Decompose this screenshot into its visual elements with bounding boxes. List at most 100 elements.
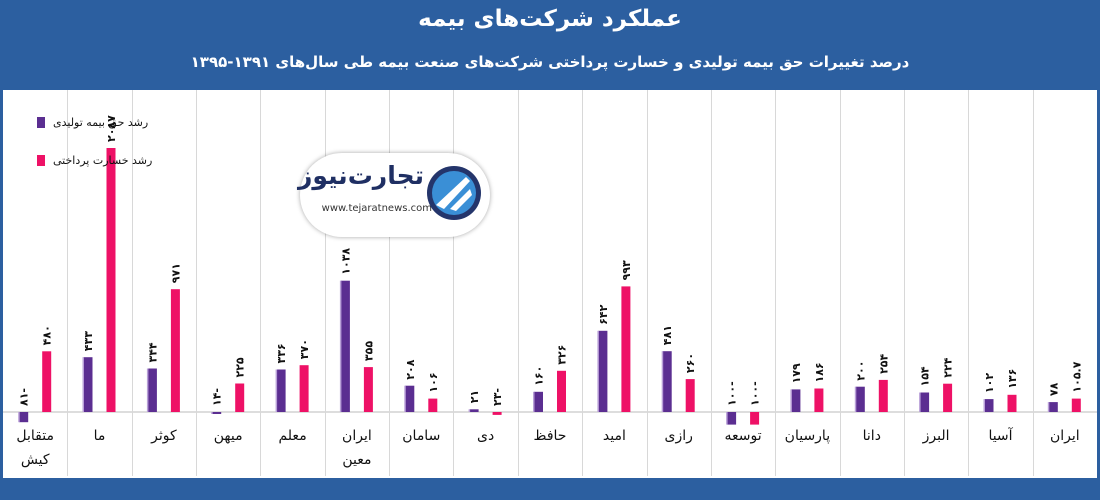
- chart-subtitle: درصد تغییرات حق بیمه تولیدی و خسارت پردا…: [190, 53, 910, 71]
- data-label: ۱۰۵.۷: [1070, 361, 1083, 392]
- data-label: ۶۴۲: [597, 304, 610, 324]
- claims-growth-bar: [42, 351, 52, 412]
- claims-growth-bar: [106, 148, 116, 412]
- category-label: امید: [603, 428, 626, 444]
- claims-growth-bar: [363, 367, 373, 412]
- category-label: البرز: [922, 428, 950, 444]
- data-label: ۱۳۶: [1006, 369, 1019, 389]
- data-label: ۳۷۰: [298, 339, 311, 359]
- premium-growth-bar: [340, 280, 350, 412]
- bar-highlight: [404, 385, 406, 412]
- bar-highlight: [790, 389, 792, 412]
- data-label: ۱۴-: [211, 388, 224, 406]
- claims-growth-bar: [235, 383, 245, 412]
- premium-growth-bar: [212, 412, 222, 414]
- data-label: ۱۰۳۸: [339, 248, 352, 275]
- claims-growth-bar: [1007, 394, 1017, 412]
- bar-highlight: [726, 412, 728, 425]
- data-label: ۳۲۶: [556, 345, 569, 365]
- category-label: کیش: [21, 452, 50, 468]
- data-label: ۴۸۰: [41, 325, 54, 345]
- category-label: معلم: [278, 428, 306, 444]
- bar-highlight: [1047, 402, 1050, 412]
- claims-growth-bar: [750, 412, 760, 425]
- category-label: دی: [477, 428, 494, 444]
- premium-growth-bar: [598, 330, 608, 412]
- data-label: ۱۸۶: [813, 362, 826, 382]
- category-label: حافظ: [534, 428, 567, 444]
- bar-highlight: [597, 330, 599, 412]
- claims-growth-bar: [621, 286, 631, 412]
- claims-growth-bar: [878, 379, 888, 412]
- premium-growth-bar: [984, 399, 994, 412]
- premium-growth-bar: [1048, 402, 1058, 412]
- premium-growth-bar: [727, 412, 737, 425]
- bar-highlight: [468, 409, 471, 412]
- data-label: ۹۹۳: [620, 260, 633, 280]
- data-label: ۳۵۵: [362, 341, 375, 361]
- data-label: ۲۲۵: [234, 357, 247, 377]
- premium-growth-bar: [147, 368, 157, 412]
- chart-panel: ۷۸ ۱۰۵.۷ ایران ۱۰۲ ۱۳۶ آسیا ۱۵۴ ۲۲۴ البرز ۲۰۰ ۲۵۴ د…: [3, 90, 1097, 478]
- data-label: ۷۸: [1047, 382, 1060, 396]
- premium-growth-bar: [83, 357, 93, 412]
- logo-mark-icon: [427, 166, 481, 220]
- data-label: ۲۳-: [491, 388, 504, 406]
- premium-growth-bar: [791, 389, 801, 412]
- data-label: ۳۳۶: [275, 343, 288, 363]
- claims-growth-bar: [943, 383, 953, 412]
- logo-text: تجارت‌نیوز: [298, 161, 424, 190]
- data-label: ۳۴۴: [146, 342, 159, 362]
- bar-highlight: [211, 412, 213, 414]
- premium-growth-bar: [469, 409, 479, 412]
- category-label: رازی: [665, 428, 693, 444]
- bar-highlight: [919, 392, 921, 412]
- data-label: ۴۸۱: [661, 325, 674, 345]
- data-label: ۱۷۹: [790, 363, 803, 383]
- category-label: متقابل: [16, 428, 54, 444]
- bar-highlight: [275, 369, 278, 412]
- premium-growth-bar: [276, 369, 286, 412]
- claims-growth-bar: [299, 365, 309, 412]
- bar-highlight: [661, 351, 664, 412]
- bar-highlight: [339, 280, 342, 412]
- claims-growth-bar: [1071, 398, 1081, 412]
- data-label: ۱۰۰-: [726, 381, 739, 406]
- claims-growth-bar: [428, 398, 438, 412]
- category-label: دانا: [863, 428, 881, 444]
- legend-entry: رشد خسارت پرداختی: [53, 154, 152, 167]
- chart-header: عملکرد شرکت‌های بیمه درصد تغییرات حق بیم…: [0, 0, 1100, 90]
- data-label: ۲۱: [468, 390, 481, 403]
- data-label: ۲۶۰: [684, 353, 697, 373]
- premium-growth-bar: [534, 391, 543, 412]
- data-label: ۲۲۴: [942, 357, 955, 377]
- category-label: کوثر: [150, 428, 177, 444]
- data-label: ۸۱-: [18, 388, 31, 406]
- bar-chart: ۷۸ ۱۰۵.۷ ایران ۱۰۲ ۱۳۶ آسیا ۱۵۴ ۲۲۴ البرز ۲۰۰ ۲۵۴ د…: [3, 90, 1097, 476]
- premium-growth-bar: [855, 386, 865, 412]
- data-label: ۱۵۴: [919, 366, 932, 386]
- category-label: آسیا: [988, 427, 1013, 444]
- bar-highlight: [983, 399, 985, 412]
- category-label: ایران: [1050, 428, 1080, 444]
- category-label: معین: [342, 452, 371, 468]
- claims-growth-bar: [814, 388, 824, 412]
- data-label: ۲۵۴: [877, 353, 890, 373]
- category-label: میهن: [214, 428, 243, 444]
- claims-growth-bar: [557, 370, 566, 412]
- bar-highlight: [82, 357, 84, 412]
- premium-growth-bar: [19, 412, 29, 423]
- premium-growth-bar: [920, 392, 930, 412]
- data-label: ۹۷۱: [169, 263, 182, 283]
- category-label: پارسیان: [785, 428, 831, 444]
- bottom-bar: [0, 478, 1100, 500]
- data-label: ۲۰۸: [404, 359, 417, 379]
- bar-highlight: [146, 368, 149, 412]
- legend-swatch: [37, 117, 45, 128]
- category-label: ایران: [342, 428, 372, 444]
- claims-growth-bar: [492, 412, 502, 415]
- claims-growth-bar: [685, 379, 695, 412]
- data-label: ۱۶۰: [533, 366, 546, 386]
- premium-growth-bar: [662, 351, 672, 412]
- tejaratnews-logo: تجارت‌نیوز www.tejaratnews.com: [298, 153, 490, 237]
